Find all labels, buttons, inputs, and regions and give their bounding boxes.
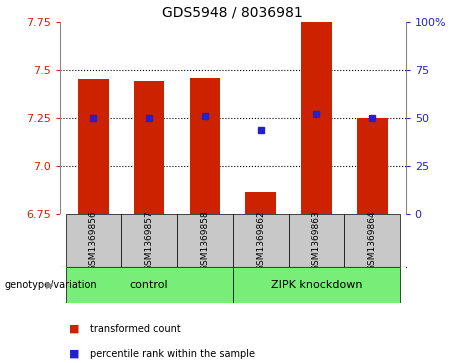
Bar [233,267,400,303]
Bar [289,214,344,267]
Bar [233,214,289,267]
Text: GSM1369864: GSM1369864 [368,210,377,271]
Text: GSM1369862: GSM1369862 [256,210,265,271]
Bar [189,78,220,214]
Text: ZIPK knockdown: ZIPK knockdown [271,280,362,290]
Text: control: control [130,280,168,290]
Bar [78,79,109,214]
Bar [344,214,400,267]
Bar [65,214,121,267]
Title: GDS5948 / 8036981: GDS5948 / 8036981 [162,5,303,19]
Text: ▶: ▶ [46,280,53,290]
Text: GSM1369857: GSM1369857 [145,210,154,271]
Bar [301,0,332,214]
Text: genotype/variation: genotype/variation [5,280,97,290]
Text: GSM1369856: GSM1369856 [89,210,98,271]
Bar [357,118,388,214]
Bar [65,267,233,303]
Text: GSM1369863: GSM1369863 [312,210,321,271]
Bar [121,214,177,267]
Text: ■: ■ [69,349,80,359]
Bar [177,214,233,267]
Text: ■: ■ [69,323,80,334]
Bar [245,192,276,214]
Text: transformed count: transformed count [90,323,181,334]
Bar [134,81,165,214]
Text: percentile rank within the sample: percentile rank within the sample [90,349,255,359]
Text: GSM1369858: GSM1369858 [201,210,209,271]
